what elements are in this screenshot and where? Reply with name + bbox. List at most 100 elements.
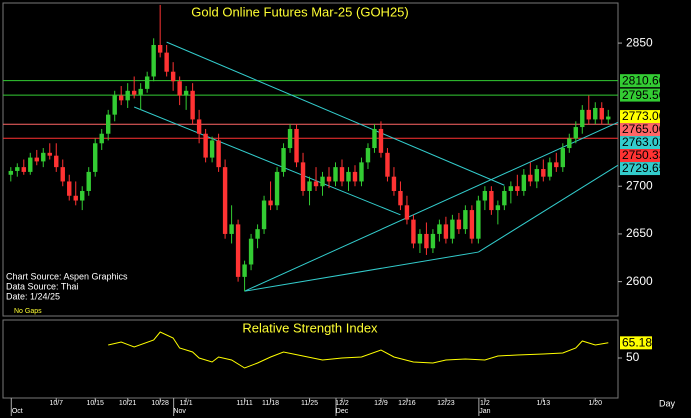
x-tick-label: 11/1 <box>180 400 193 407</box>
candle-body <box>15 167 20 171</box>
candle-body <box>339 167 345 182</box>
candle-body <box>287 128 293 149</box>
candle-body <box>248 238 254 265</box>
candle-body <box>547 162 553 177</box>
candle-body <box>8 170 13 175</box>
level-label: 2750.33 <box>622 148 666 162</box>
candle-body <box>41 152 46 162</box>
candle-body <box>508 186 514 191</box>
rsi-title: Relative Strength Index <box>242 320 378 335</box>
x-tick-label: 12/2 <box>335 400 349 407</box>
candle-body <box>430 233 436 249</box>
trendline <box>478 164 619 253</box>
month-label: Jan <box>479 408 490 415</box>
candle-body <box>118 95 124 101</box>
candle-body <box>164 52 169 72</box>
candle-body <box>411 219 416 244</box>
candle-body <box>482 190 488 201</box>
gaps-note: No Gaps <box>14 308 42 315</box>
x-tick-label: 11/11 <box>236 400 253 407</box>
candle-body <box>229 224 234 234</box>
level-label-box <box>620 162 660 176</box>
candle-body <box>209 140 215 158</box>
trendline <box>244 251 479 292</box>
candle-body <box>67 181 72 196</box>
rsi-last-label: 65.18 <box>622 335 652 349</box>
candle-body <box>60 167 65 182</box>
level-label-box <box>620 74 660 88</box>
trendline <box>244 121 619 292</box>
candle-body <box>404 205 410 220</box>
candle-body <box>424 233 429 249</box>
candle-body <box>106 114 111 134</box>
candle-body <box>326 176 332 182</box>
level-label: 2810.60 <box>622 73 666 87</box>
level-label-box <box>620 136 660 150</box>
x-tick-label: 1/13 <box>537 400 551 407</box>
candle-body <box>151 44 156 77</box>
candle-body <box>235 224 241 277</box>
candle-body <box>385 152 390 177</box>
candle-body <box>554 162 559 168</box>
candle-body <box>450 219 455 239</box>
chart-title: Gold Online Futures Mar-25 (GOH25) <box>191 4 408 19</box>
x-tick-label: 12/16 <box>398 400 416 407</box>
candle-body <box>502 190 507 206</box>
level-label: 2795.50 <box>622 88 666 102</box>
x-tick-label: 12/9 <box>374 400 388 407</box>
y-tick-label: 2600 <box>626 274 653 288</box>
candle-body <box>346 171 351 182</box>
candle-body <box>268 200 273 206</box>
candle-body <box>573 127 578 139</box>
trendline <box>133 106 401 216</box>
candle-body <box>86 171 91 191</box>
candle-body <box>463 210 468 230</box>
candle-body <box>606 116 611 120</box>
candle-body <box>307 181 312 191</box>
x-tick-label: 1/20 <box>588 400 602 407</box>
month-label: Oct <box>12 408 23 415</box>
candle-body <box>469 210 475 239</box>
x-tick-label: 11/25 <box>301 400 318 407</box>
candle-body <box>125 90 130 101</box>
candle-body <box>34 157 39 162</box>
candle-body <box>580 109 585 128</box>
y-tick-label: 2700 <box>626 178 653 192</box>
x-tick-label: 10/28 <box>151 400 169 407</box>
candle-body <box>222 167 228 234</box>
candle-body <box>437 224 442 234</box>
candle-body <box>560 148 565 168</box>
candle-body <box>47 152 52 156</box>
candle-body <box>359 162 364 182</box>
level-label-box <box>620 110 660 124</box>
note: Chart Source: Aspen Graphics <box>6 271 128 281</box>
candle-body <box>274 171 280 206</box>
candle-body <box>28 157 33 172</box>
candle-body <box>320 176 325 187</box>
x-tick-label: 12/23 <box>437 400 455 407</box>
candle-body <box>242 264 247 277</box>
candle-body <box>313 181 319 187</box>
candle-body <box>183 90 189 96</box>
level-label-box <box>620 123 660 137</box>
candle-body <box>80 190 85 201</box>
candle-body <box>281 148 286 172</box>
candle-body <box>593 107 598 120</box>
candle-body <box>21 167 26 172</box>
y-tick-label: 2850 <box>626 35 653 49</box>
candle-body <box>352 171 358 182</box>
x-tick-label: 1/2 <box>480 400 490 407</box>
candle-body <box>515 186 520 191</box>
candle-body <box>365 148 371 163</box>
month-label: Dec <box>336 408 349 415</box>
candle-body <box>456 219 462 230</box>
candle-body <box>196 119 202 134</box>
candle-body <box>157 44 163 53</box>
candle-body <box>93 143 98 172</box>
candle-body <box>489 190 494 211</box>
candle-body <box>534 169 540 182</box>
x-tick-label: 10/15 <box>86 400 104 407</box>
level-label-box <box>620 88 660 102</box>
